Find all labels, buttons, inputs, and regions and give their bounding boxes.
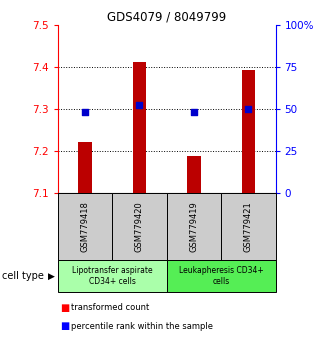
Text: GSM779421: GSM779421 — [244, 201, 253, 252]
Point — [82, 109, 88, 115]
Text: GSM779420: GSM779420 — [135, 201, 144, 252]
Text: ▶: ▶ — [48, 272, 54, 281]
Title: GDS4079 / 8049799: GDS4079 / 8049799 — [107, 11, 226, 24]
Point — [246, 106, 251, 112]
Bar — [78, 142, 92, 193]
Bar — [133, 62, 146, 193]
Bar — [242, 70, 255, 193]
Text: GSM779419: GSM779419 — [189, 201, 198, 252]
Point — [191, 109, 197, 115]
Text: ■: ■ — [60, 321, 69, 331]
Text: GSM779418: GSM779418 — [81, 201, 89, 252]
Point — [137, 103, 142, 108]
Text: Lipotransfer aspirate
CD34+ cells: Lipotransfer aspirate CD34+ cells — [72, 266, 152, 286]
Text: cell type: cell type — [2, 271, 44, 281]
Text: ■: ■ — [60, 303, 69, 313]
Text: Leukapheresis CD34+
cells: Leukapheresis CD34+ cells — [179, 266, 263, 286]
Bar — [187, 156, 201, 193]
Text: percentile rank within the sample: percentile rank within the sample — [71, 322, 213, 331]
Text: transformed count: transformed count — [71, 303, 149, 313]
